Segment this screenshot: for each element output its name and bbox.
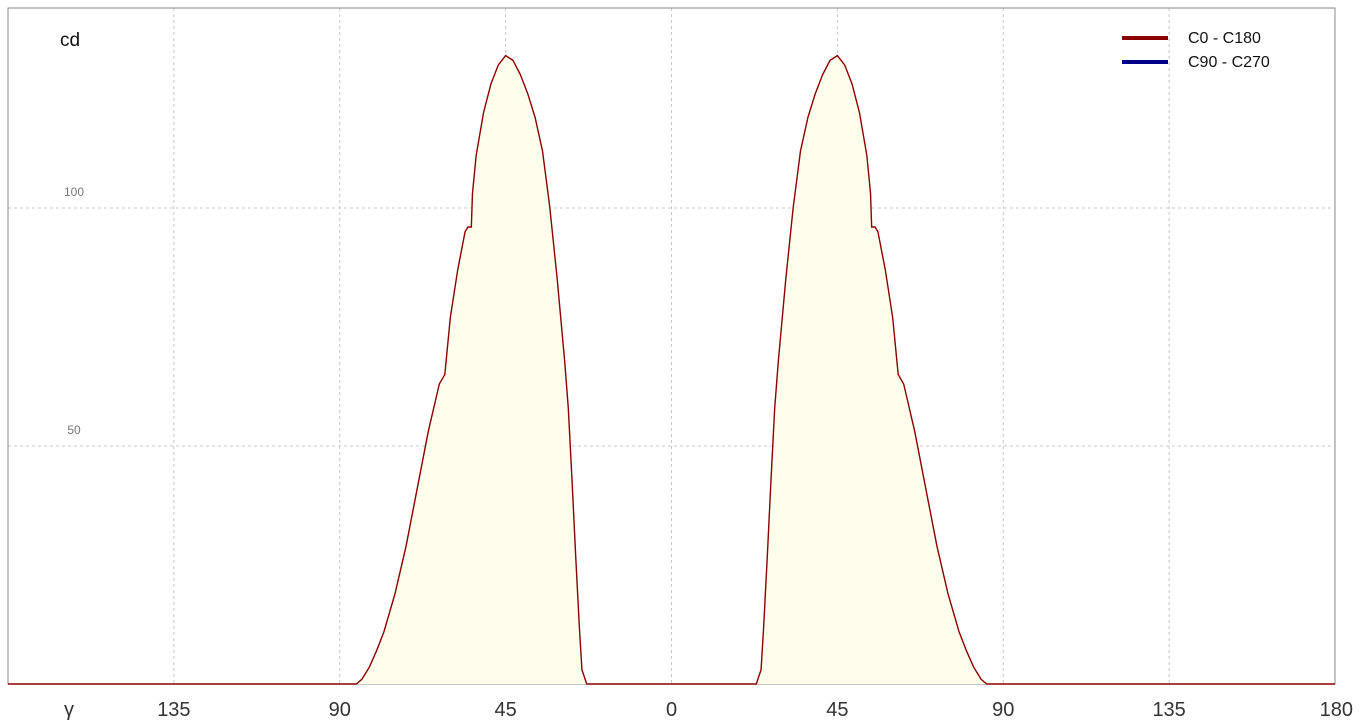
y-axis-unit-label: cd [60, 30, 80, 51]
c0-c180-curve-line [8, 54, 1335, 685]
x-tick-label: 135 [157, 699, 190, 721]
x-tick-label: 90 [329, 699, 351, 721]
y-tick-label: 100 [64, 185, 84, 199]
grid [8, 8, 1335, 684]
x-tick-label: 90 [992, 699, 1014, 721]
legend-label: C0 - C180 [1188, 30, 1261, 47]
x-axis-gamma-label: γ [64, 699, 74, 721]
x-tick-label: 0 [666, 699, 677, 721]
x-tick-label: 180 [1320, 699, 1353, 721]
legend-label: C90 - C270 [1188, 54, 1270, 71]
legend: C0 - C180 C90 - C270 [1122, 30, 1270, 71]
x-tick-label: 45 [826, 699, 848, 721]
y-axis-tick-labels: 50 100 [64, 185, 84, 437]
x-tick-label: 45 [495, 699, 517, 721]
x-axis-tick-labels: 135 90 45 0 45 90 135 180 [157, 699, 1353, 721]
y-tick-label: 50 [67, 423, 81, 437]
x-tick-label: 135 [1152, 699, 1185, 721]
